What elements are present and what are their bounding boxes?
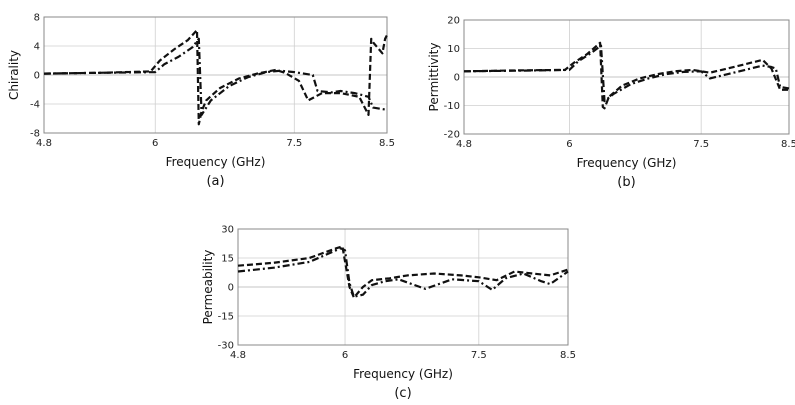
y-tick-label: -4	[30, 100, 40, 111]
series-line-dash-dot	[463, 44, 790, 103]
x-tick-label: 8.5	[781, 139, 795, 150]
series-line-dashed	[463, 41, 789, 110]
y-tick-label: -10	[444, 101, 460, 112]
plot-frame	[43, 16, 388, 134]
series-line-dashed	[43, 29, 388, 126]
panel-label: (a)	[206, 174, 224, 189]
chart-chirality: 8 4 0 -4 -8 4.8 6 7.5 8.5 Chirality Frequency (…	[7, 13, 395, 190]
series-line-dashed	[237, 245, 569, 299]
y-tick-label: 0	[34, 71, 40, 82]
x-tick-label: 7.5	[286, 138, 302, 149]
x-tick-label: 6	[566, 139, 572, 150]
plot-frame	[237, 228, 569, 346]
x-tick-label: 4.8	[456, 139, 472, 150]
x-tick-label: 7.5	[471, 350, 487, 361]
y-axis-label: Permittivity	[427, 43, 441, 112]
panel-label: (c)	[394, 386, 411, 401]
series-line-dash-dot	[43, 37, 388, 116]
x-tick-label: 4.8	[230, 350, 246, 361]
y-tick-label: 0	[454, 73, 460, 84]
series-line-dash-dot	[237, 247, 569, 298]
plot-frame	[463, 19, 790, 135]
x-axis-label: Frequency (GHz)	[577, 156, 677, 170]
chart-permeability: 30 15 0 -15 -30 4.8 6 7.5 8.5 Permeability Freq…	[201, 225, 576, 402]
y-tick-label: -30	[218, 341, 234, 352]
y-axis-label: Permeability	[201, 250, 215, 325]
y-axis-label: Chirality	[7, 50, 21, 100]
y-tick-label: 0	[228, 283, 234, 294]
y-tick-label: -8	[30, 129, 40, 140]
x-axis-label: Frequency (GHz)	[166, 155, 266, 169]
x-axis-label: Frequency (GHz)	[353, 367, 453, 381]
y-tick-label: 30	[221, 225, 234, 236]
y-tick-label: -15	[218, 312, 234, 323]
y-tick-label: 20	[447, 16, 460, 27]
x-tick-label: 7.5	[693, 139, 709, 150]
x-tick-label: 6	[152, 138, 158, 149]
y-tick-label: 8	[34, 13, 40, 24]
chart-permittivity: 20 10 0 -10 -20 4.8 6 7.5 8.5 Permittivity Freq…	[427, 16, 795, 191]
panel-label: (b)	[617, 175, 635, 190]
y-tick-label: -20	[444, 130, 460, 141]
x-tick-label: 6	[342, 350, 348, 361]
y-tick-label: 4	[34, 42, 40, 53]
x-tick-label: 4.8	[36, 138, 52, 149]
y-tick-label: 15	[221, 254, 234, 265]
y-tick-label: 10	[447, 44, 460, 55]
x-tick-label: 8.5	[379, 138, 395, 149]
x-tick-label: 8.5	[560, 350, 576, 361]
